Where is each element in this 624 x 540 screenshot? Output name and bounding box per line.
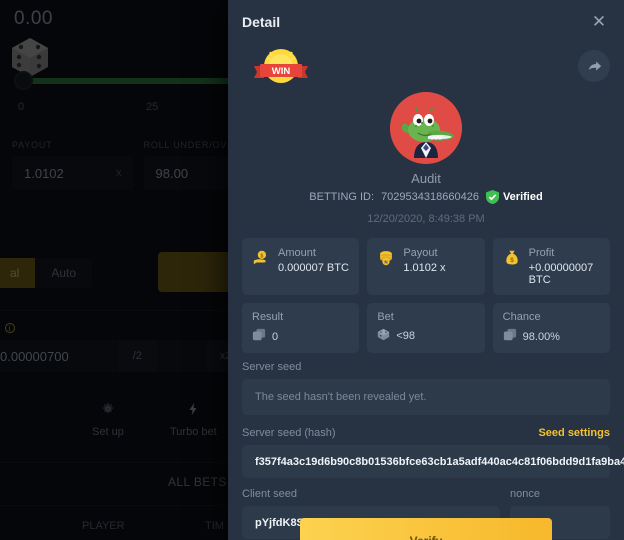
info-icon[interactable]: i	[4, 322, 15, 333]
stat-card-row-secondary: Result 0 Bet	[242, 303, 610, 353]
dice-cube-icon	[377, 328, 390, 344]
lightning-icon	[186, 402, 200, 419]
stat-card-amount: $ Amount 0.000007 BTC	[242, 238, 360, 295]
win-badge: WIN	[250, 44, 312, 90]
turbo-bet-button[interactable]: Turbo bet	[170, 402, 217, 438]
avatar-name: Audit	[411, 171, 441, 186]
amount-label: T i	[0, 322, 15, 333]
stat-label: Profit	[528, 247, 555, 259]
verify-button[interactable]: Verify	[300, 518, 552, 540]
badge-row: WIN	[228, 44, 624, 90]
slider-tick-25: 25	[146, 101, 159, 113]
amount-value[interactable]: 0.00000700	[0, 348, 69, 364]
coin-stack-icon: N	[377, 249, 395, 269]
payout-field: PAYOUT 1.0102 x	[12, 140, 134, 190]
server-seed-input[interactable]: The seed hasn't been revealed yet.	[242, 379, 610, 415]
stat-value: 0	[272, 330, 279, 343]
server-seed-label: Server seed	[242, 361, 302, 373]
stat-card-payout: N Payout 1.0102 x	[367, 238, 485, 295]
client-seed-label: Client seed	[242, 488, 298, 500]
stat-value: +0.00000007 BTC	[528, 262, 594, 286]
server-seed-hash-label: Server seed (hash)	[242, 427, 336, 439]
share-icon[interactable]	[578, 50, 610, 82]
betting-id-label: BETTING ID:	[309, 191, 375, 203]
setup-label: Set up	[92, 426, 124, 438]
column-header-player: PLAYER	[82, 520, 125, 532]
avatar-block: Audit BETTING ID: 7029534318660426 Verif…	[228, 92, 624, 225]
divider	[0, 505, 232, 506]
bet-mode-tabs: al Auto	[0, 258, 93, 288]
roll-slider-knob[interactable]	[14, 71, 33, 90]
slider-tick-0: 0	[18, 101, 25, 113]
dice-result-icon	[503, 328, 517, 345]
payout-input[interactable]: 1.0102 x	[12, 156, 134, 190]
tab-auto[interactable]: Auto	[35, 258, 93, 288]
dice-result-icon	[252, 328, 266, 345]
server-seed-hash-label-row: Server seed (hash) Seed settings	[242, 427, 610, 439]
stat-card-chance: Chance 98.00%	[492, 303, 610, 353]
server-seed-hash-value: f357f4a3c19d6b90c8b01536bfce63cb1a5adf44…	[255, 455, 624, 468]
seed-section: Server seed The seed hasn't been reveale…	[242, 361, 624, 539]
svg-text:$: $	[510, 257, 514, 264]
betting-id-row: BETTING ID: 7029534318660426 Verified	[309, 190, 543, 204]
stat-label: Bet	[377, 311, 394, 323]
roll-value: 98.00	[155, 165, 189, 181]
stat-label: Payout	[403, 247, 438, 259]
payout-value: 1.0102	[24, 165, 64, 181]
nonce-label: nonce	[510, 488, 540, 500]
stat-card-bet: Bet <98	[367, 303, 485, 353]
all-bets-tab[interactable]: ALL BETS	[168, 475, 227, 489]
stat-label: Result	[252, 311, 284, 323]
stat-value: 0.000007 BTC	[278, 262, 349, 274]
turbo-label: Turbo bet	[170, 426, 217, 438]
panel-header: Detail ✕	[228, 0, 624, 44]
payout-label: PAYOUT	[12, 140, 53, 150]
stat-card-profit: $ Profit +0.00000007 BTC	[492, 238, 610, 295]
stat-cards: $ Amount 0.000007 BTC	[242, 238, 610, 353]
hand-coin-icon: $	[252, 249, 270, 269]
shield-check-icon	[485, 190, 499, 204]
verified-label: Verified	[502, 191, 543, 203]
divider	[0, 462, 232, 463]
stat-card-result: Result 0	[242, 303, 360, 353]
divider	[0, 310, 232, 311]
bet-config-fields: PAYOUT 1.0102 x ROLL UNDER/OVER 98.00	[12, 140, 252, 190]
dice-icon	[8, 35, 52, 79]
payout-suffix: x	[116, 167, 122, 179]
svg-text:N: N	[385, 260, 388, 265]
timestamp: 12/20/2020, 8:49:38 PM	[367, 213, 485, 225]
stat-value: 1.0102 x	[403, 262, 446, 274]
amount-input-row: 0.00000700 /2 x2	[0, 340, 245, 372]
stat-label: Chance	[502, 311, 541, 323]
server-seed-hash-input[interactable]: f357f4a3c19d6b90c8b01536bfce63cb1a5adf44…	[242, 445, 624, 478]
betting-id-value: 7029534318660426	[381, 191, 479, 203]
roll-slider-track[interactable]	[22, 78, 254, 84]
roll-result-value: 0.00	[14, 8, 53, 29]
status-badge: Verified	[485, 190, 543, 204]
seed-settings-link[interactable]: Seed settings	[538, 427, 610, 439]
close-icon[interactable]: ✕	[591, 12, 607, 31]
panel-title: Detail	[242, 14, 281, 30]
halve-amount-button[interactable]: /2	[116, 340, 157, 372]
detail-panel: Detail ✕ WIN	[228, 0, 624, 540]
column-header-time: TIM	[205, 520, 224, 532]
setup-button[interactable]: Set up	[92, 402, 124, 438]
svg-text:$: $	[260, 253, 263, 259]
roll-label: ROLL UNDER/OVER	[143, 140, 242, 150]
stat-value: <98	[396, 330, 415, 342]
stat-card-row-primary: $ Amount 0.000007 BTC	[242, 238, 610, 295]
stat-label: Amount	[278, 247, 316, 259]
money-bag-icon: $	[503, 249, 521, 269]
gear-icon	[101, 402, 115, 419]
server-seed-value: The seed hasn't been revealed yet.	[255, 391, 427, 403]
win-badge-label: WIN	[272, 66, 291, 77]
stat-value: 98.00%	[522, 330, 560, 343]
crocodile-avatar	[390, 92, 462, 164]
tab-manual[interactable]: al	[0, 258, 36, 288]
